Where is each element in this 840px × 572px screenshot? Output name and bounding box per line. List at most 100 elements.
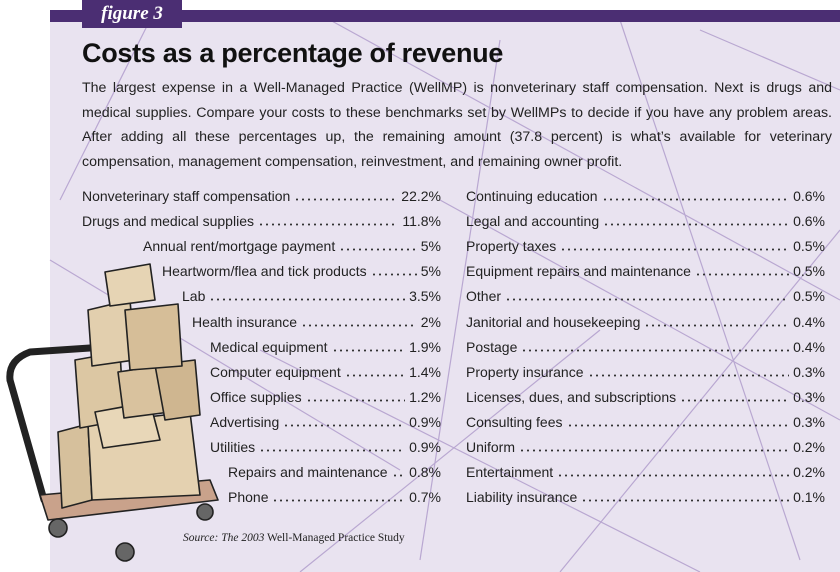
figure-tab: figure 3 [82,0,182,28]
cost-row: Other 0.5% [466,288,825,308]
cost-value: 0.5% [793,288,825,305]
cost-value: 0.7% [409,489,441,506]
cost-row: Utilities 0.9% [210,439,441,459]
cost-value: 0.5% [793,238,825,255]
source-text: Well-Managed Practice Study [267,532,405,544]
leader-dots [294,198,398,201]
leader-dots [370,273,417,277]
cost-row: Postage 0.4% [466,339,825,359]
cost-row: Health insurance 2% [192,314,441,334]
cost-label: Equipment repairs and maintenance [466,263,691,280]
leader-dots [259,449,406,452]
cost-label: Heartworm/flea and tick products [162,263,367,280]
cost-row: Property insurance 0.3% [466,364,825,384]
cost-row: Entertainment 0.2% [466,464,825,484]
cost-label: Phone [228,489,269,506]
leader-dots [257,223,399,227]
cost-value: 1.2% [409,388,441,405]
cost-value: 5% [420,263,441,280]
cost-label: Property insurance [466,363,584,380]
cost-value: 22.2% [401,188,441,204]
leader-dots [519,449,790,452]
cost-label: Continuing education [466,188,598,204]
leader-dots [603,223,790,227]
cost-label: Postage [466,338,518,355]
leader-dots [680,398,790,402]
cost-label: Advertising [210,413,280,430]
cost-label: Other [466,288,502,305]
leader-dots [560,248,790,252]
cost-row: Legal and accounting 0.6% [466,213,825,233]
cost-label: Repairs and maintenance [228,464,388,481]
cost-row: Computer equipment 1.4% [210,364,441,384]
cost-row: Nonveterinary staff compensation 22.2% [82,188,441,208]
cost-value: 0.3% [793,413,825,430]
cost-label: Office supplies [210,388,302,405]
leader-dots [272,499,406,503]
cost-label: Property taxes [466,238,557,255]
cost-label: Entertainment [466,464,554,481]
cost-row: Liability insurance 0.1% [466,489,825,509]
cost-value: 0.6% [793,213,825,230]
cost-row: Advertising 0.9% [210,414,441,434]
cost-row: Continuing education 0.6% [466,188,825,208]
cost-value: 2% [420,313,441,330]
cost-value: 0.1% [793,489,825,506]
cost-label: Health insurance [192,313,298,330]
cost-label: Liability insurance [466,489,578,506]
cost-value: 0.3% [793,363,825,380]
cost-row: Heartworm/flea and tick products 5% [162,263,441,283]
cost-label: Utilities [210,439,256,455]
source-italic: Source: The 2003 [183,532,265,544]
cost-label: Lab [182,288,206,305]
leader-dots [505,298,790,302]
cost-value: 0.5% [793,263,825,280]
cost-value: 5% [420,238,441,255]
cost-value: 0.4% [793,313,825,330]
cost-value: 0.2% [793,464,825,481]
cost-row: Property taxes 0.5% [466,238,825,258]
leader-dots [557,474,790,478]
cost-row: Lab 3.5% [182,288,441,308]
cost-row: Repairs and maintenance 0.8% [228,464,441,484]
leader-dots [391,474,406,478]
leader-dots [601,198,790,201]
leader-dots [521,348,790,352]
cost-label: Medical equipment [210,338,328,355]
cost-label: Annual rent/mortgage payment [143,238,336,255]
leader-dots [283,423,406,427]
cost-label: Consulting fees [466,413,563,430]
cost-value: 0.9% [409,413,441,430]
cost-label: Uniform [466,439,516,455]
cost-row: Phone 0.7% [228,489,441,509]
cost-label: Legal and accounting [466,213,600,230]
cost-label: Computer equipment [210,363,341,380]
leader-dots [694,273,790,277]
leader-dots [587,373,790,377]
cost-row: Office supplies 1.2% [210,389,441,409]
leader-dots [644,323,790,327]
cost-row: Equipment repairs and maintenance 0.5% [466,263,825,283]
cost-row: Uniform 0.2% [466,439,825,459]
title: Costs as a percentage of revenue [82,38,504,68]
cost-value: 0.9% [409,439,441,455]
source: Source: The 2003 Well-Managed Practice S… [183,532,405,544]
top-bar [50,10,840,22]
cost-value: 11.8% [402,213,441,230]
cost-row: Licenses, dues, and subscriptions 0.3% [466,389,825,409]
cost-value: 0.8% [409,464,441,481]
leader-dots [209,298,406,302]
leader-dots [301,323,417,327]
cost-label: Licenses, dues, and subscriptions [466,388,677,405]
cost-label: Drugs and medical supplies [82,213,254,230]
leader-dots [581,499,790,503]
cost-value: 0.4% [793,338,825,355]
description: The largest expense in a Well-Managed Pr… [82,80,832,170]
leader-dots [566,423,790,427]
cost-row: Medical equipment 1.9% [210,339,441,359]
cost-row: Drugs and medical supplies 11.8% [82,213,441,233]
cost-row: Consulting fees 0.3% [466,414,825,434]
cost-row: Janitorial and housekeeping 0.4% [466,314,825,334]
cost-value: 1.4% [409,363,441,380]
